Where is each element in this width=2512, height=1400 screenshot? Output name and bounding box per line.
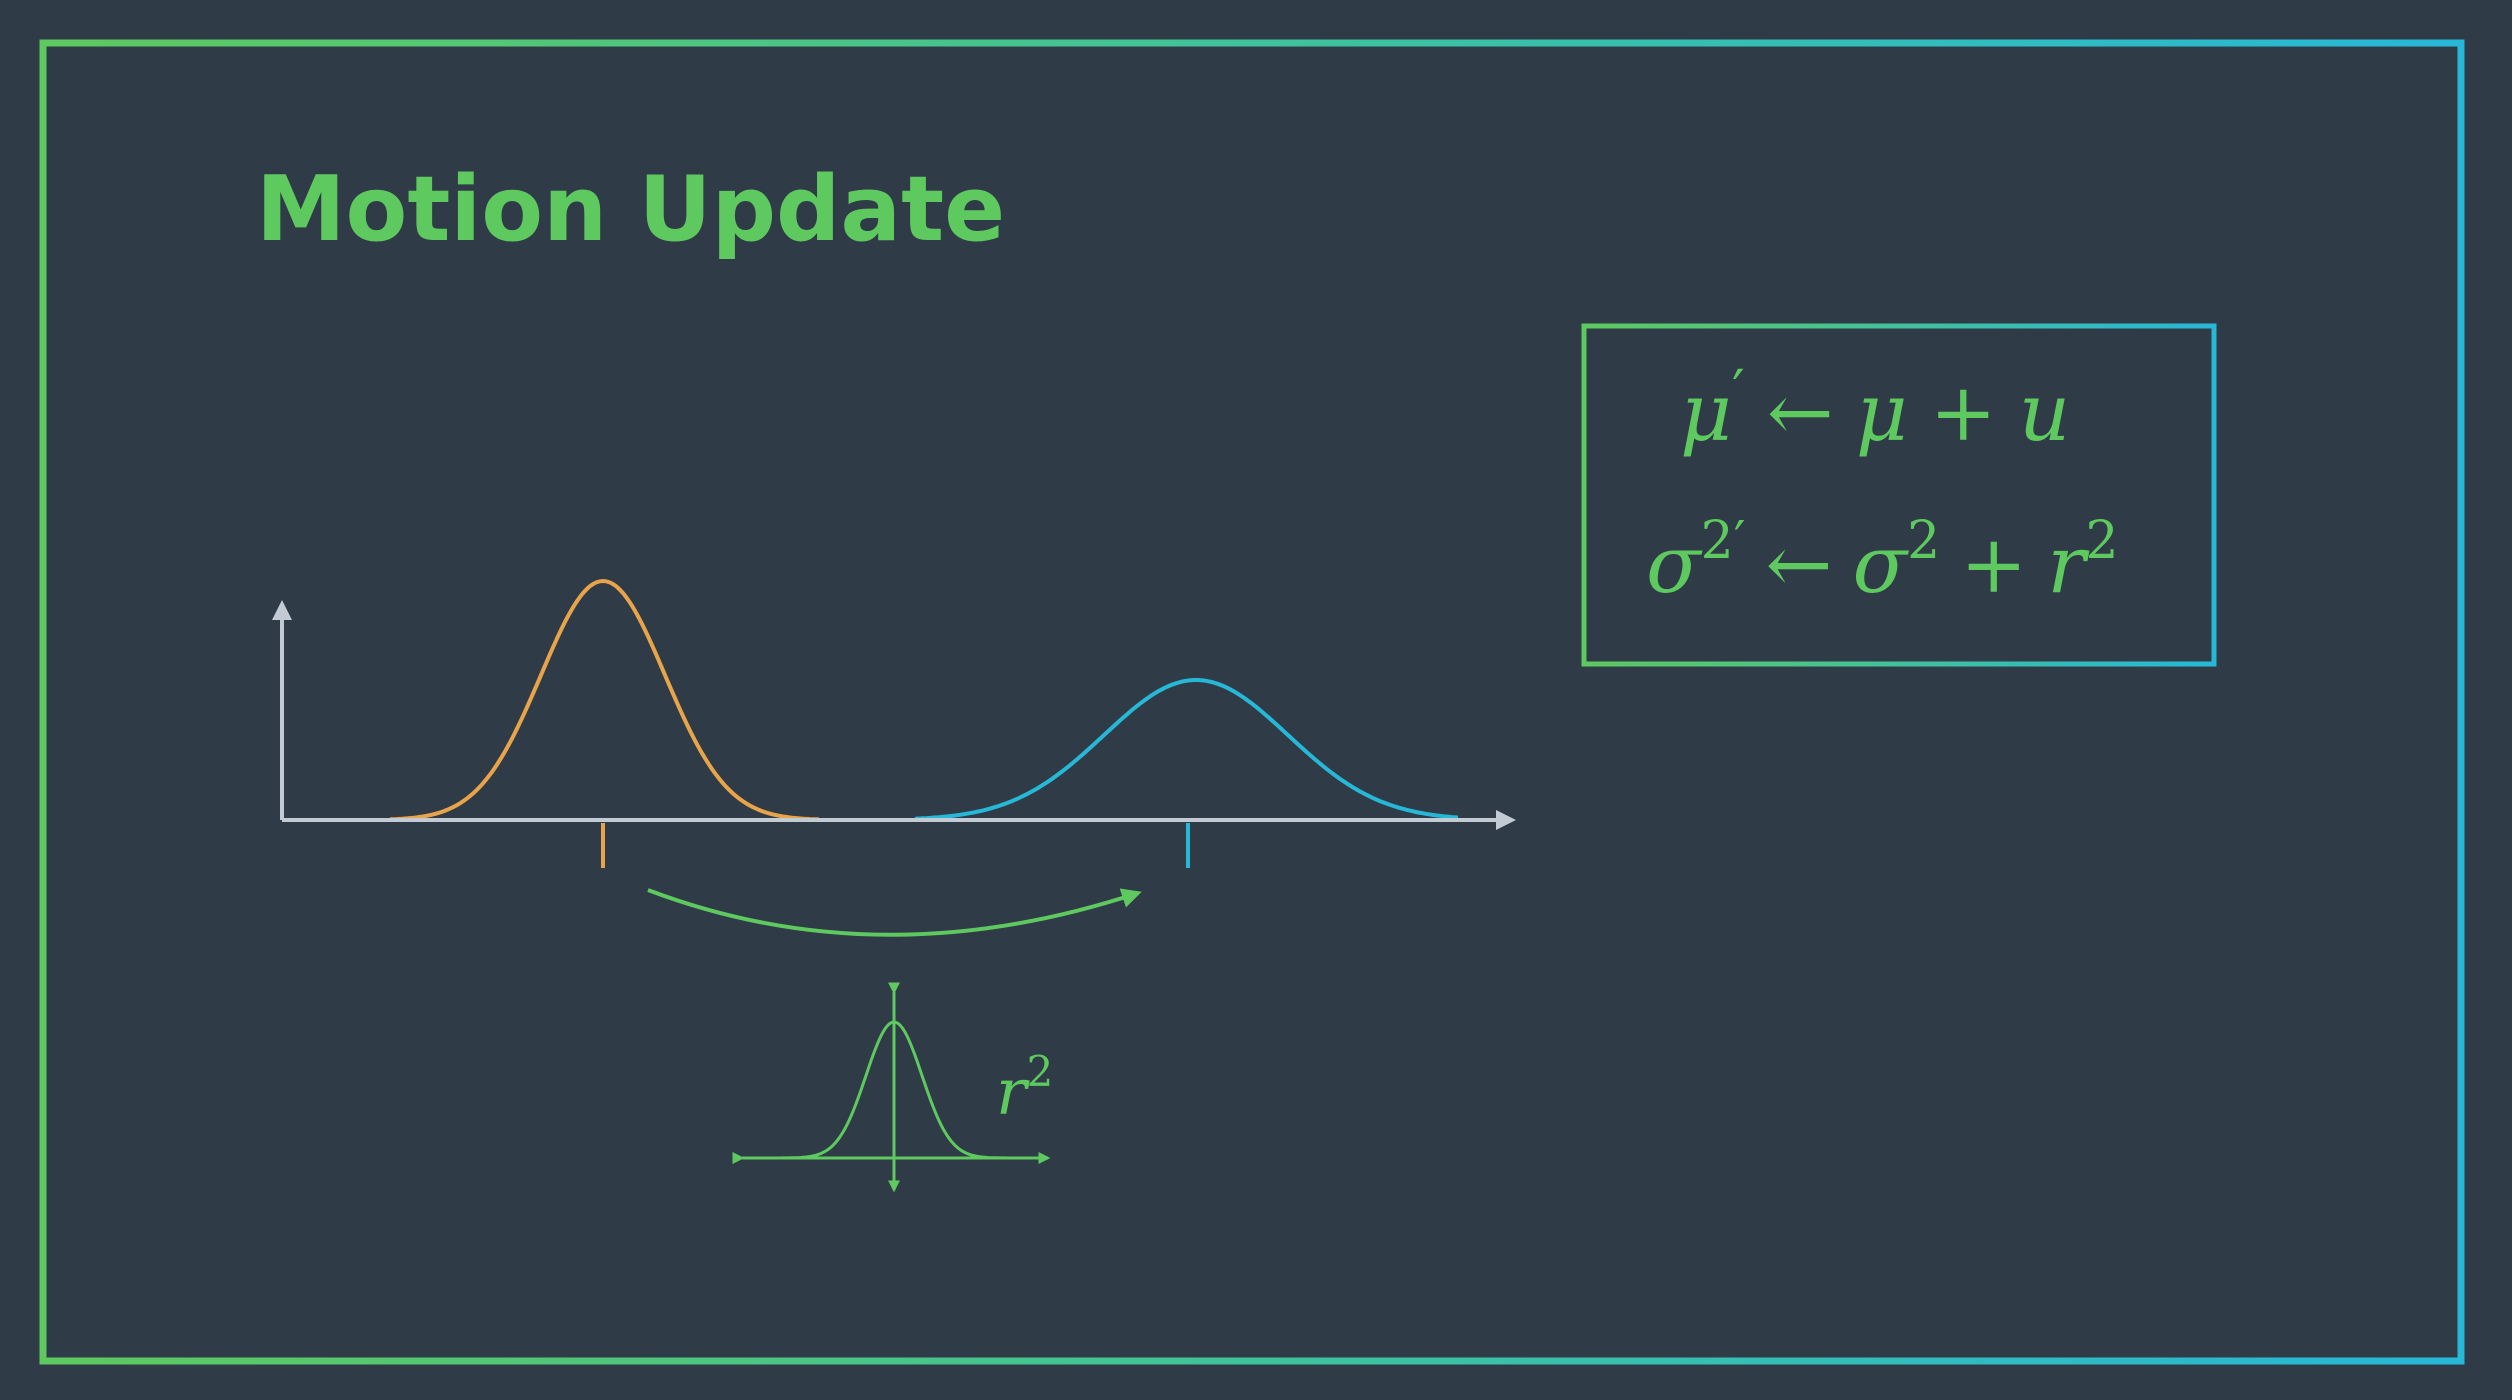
- mean-rhs-symbol: μ: [1856, 366, 1908, 459]
- variance-lhs-symbol: σ: [1646, 518, 1703, 611]
- equation-box-border: [1581, 323, 2217, 667]
- mean-lhs-prime: ′: [1732, 359, 1745, 424]
- variance-plus: +: [1960, 518, 2027, 611]
- noise-gaussian-curve: [775, 1020, 1013, 1160]
- noise-exponent: 2: [1027, 1047, 1054, 1096]
- variance-rhs-symbol: σ: [1853, 518, 1910, 611]
- slide-title: Motion Update: [256, 157, 1005, 262]
- variance-rhs-exponent: 2: [1907, 511, 1940, 571]
- variance-rhs-term-exponent: 2: [2086, 511, 2119, 571]
- predicted-gaussian-curve: [914, 678, 1459, 821]
- motion-shift-arrow: [647, 888, 1142, 937]
- equation-box: μ′ ← μ + u σ2′ ← σ2 + r2: [1581, 323, 2217, 667]
- mean-plus: +: [1930, 366, 1997, 459]
- distribution-plot: [272, 578, 1516, 937]
- mean-arrow: ←: [1767, 366, 1834, 459]
- prior-gaussian-curve: [389, 578, 820, 822]
- mean-rhs-term: u: [2019, 366, 2071, 459]
- variance-lhs-exponent: 2: [1701, 511, 1734, 571]
- noise-symbol: r: [996, 1056, 1030, 1130]
- mean-update-equation: μ′ ← μ + u: [1680, 359, 2070, 459]
- mean-lhs-symbol: μ: [1680, 366, 1732, 459]
- variance-lhs-prime: ′: [1734, 511, 1746, 571]
- variance-update-equation: σ2′ ← σ2 + r2: [1646, 511, 2119, 611]
- variance-arrow: ←: [1766, 518, 1833, 611]
- slide-frame: [39, 39, 2465, 1365]
- noise-variance-label: r2: [996, 1047, 1053, 1130]
- motion-noise-plot: r2: [732, 982, 1053, 1193]
- variance-rhs-term: r: [2047, 518, 2090, 611]
